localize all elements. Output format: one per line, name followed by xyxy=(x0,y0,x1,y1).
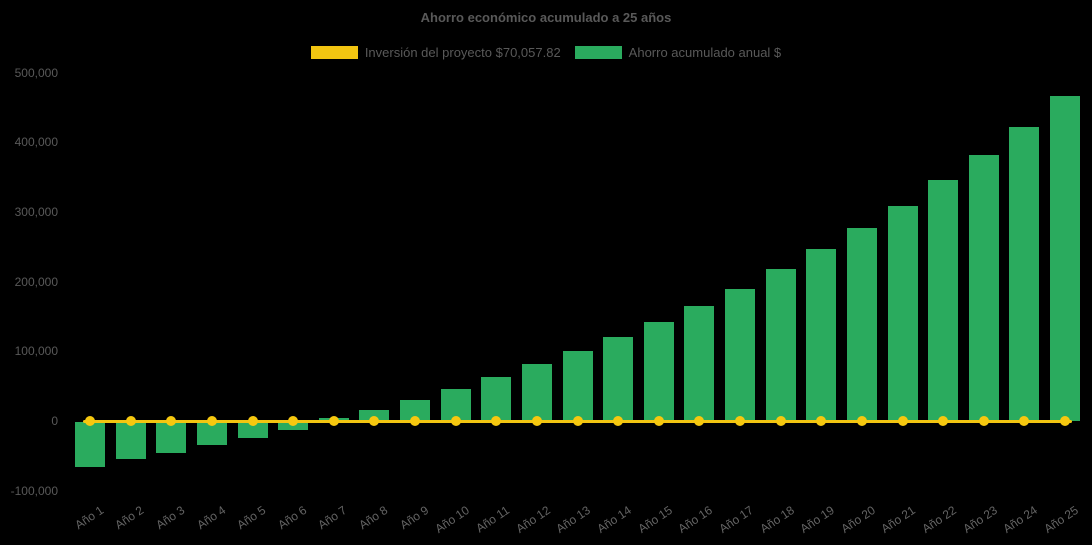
line-marker-año-6[interactable] xyxy=(288,416,299,426)
bar-año-11[interactable] xyxy=(481,377,512,421)
bar-año-19[interactable] xyxy=(806,249,837,421)
line-marker-año-18[interactable] xyxy=(775,416,786,426)
line-marker-año-19[interactable] xyxy=(816,416,827,426)
bar-año-1[interactable] xyxy=(75,422,105,467)
x-label-año-2: Año 2 xyxy=(112,503,147,533)
legend-label-inversion: Inversión del proyecto $70,057.82 xyxy=(364,45,561,60)
bar-año-4[interactable] xyxy=(196,422,227,445)
x-label-año-17: Año 17 xyxy=(716,503,756,536)
y-tick-400000: 400,000 xyxy=(14,135,58,150)
bar-año-24[interactable] xyxy=(1009,127,1040,421)
line-marker-año-17[interactable] xyxy=(735,416,745,426)
x-label-año-7: Año 7 xyxy=(315,503,350,533)
legend-swatch-green-icon xyxy=(574,46,622,59)
bar-año-22[interactable] xyxy=(928,180,959,421)
line-marker-año-22[interactable] xyxy=(938,416,949,426)
line-marker-año-12[interactable] xyxy=(531,416,542,426)
x-label-año-22: Año 22 xyxy=(919,503,959,536)
line-marker-año-3[interactable] xyxy=(166,416,177,426)
line-marker-año-23[interactable] xyxy=(978,416,989,426)
x-label-año-16: Año 16 xyxy=(675,503,716,536)
y-tick-100000: 100,000 xyxy=(14,344,58,359)
x-label-año-9: Año 9 xyxy=(397,503,431,533)
x-label-año-3: Año 3 xyxy=(153,503,188,533)
line-marker-año-8[interactable] xyxy=(369,416,380,426)
bar-año-17[interactable] xyxy=(725,288,755,421)
x-label-año-4: Año 4 xyxy=(193,503,228,533)
bar-año-23[interactable] xyxy=(968,154,999,421)
y-tick-500000: 500,000 xyxy=(14,65,58,80)
x-label-año-5: Año 5 xyxy=(234,503,269,533)
x-label-año-8: Año 8 xyxy=(356,503,391,533)
y-tick-300000: 300,000 xyxy=(14,205,58,220)
x-label-año-10: Año 10 xyxy=(432,503,472,536)
x-label-año-25: Año 25 xyxy=(1041,503,1081,536)
legend-item-inversion[interactable]: Inversión del proyecto $70,057.82 xyxy=(310,45,561,60)
line-marker-año-24[interactable] xyxy=(1019,416,1030,426)
x-label-año-14: Año 14 xyxy=(594,503,634,536)
bar-año-6[interactable] xyxy=(278,422,309,430)
x-label-año-23: Año 23 xyxy=(960,503,1000,536)
bar-año-14[interactable] xyxy=(603,337,634,421)
legend-item-ahorro[interactable]: Ahorro acumulado anual $ xyxy=(574,45,782,60)
bar-año-9[interactable] xyxy=(400,400,430,421)
chart-title: Ahorro económico acumulado a 25 años xyxy=(420,10,672,25)
line-marker-año-10[interactable] xyxy=(450,416,461,426)
line-marker-año-13[interactable] xyxy=(572,416,583,426)
x-label-año-24: Año 24 xyxy=(1000,503,1041,536)
x-label-año-11: Año 11 xyxy=(473,503,513,536)
x-label-año-15: Año 15 xyxy=(635,503,675,536)
line-marker-año-1[interactable] xyxy=(85,416,95,426)
x-label-año-19: Año 19 xyxy=(797,503,838,536)
x-label-año-12: Año 12 xyxy=(513,503,553,536)
bar-año-3[interactable] xyxy=(156,422,187,453)
bar-año-18[interactable] xyxy=(765,269,796,421)
bar-año-13[interactable] xyxy=(562,351,593,421)
line-marker-año-21[interactable] xyxy=(897,416,908,426)
bar-año-10[interactable] xyxy=(440,388,471,421)
y-tick-200000: 200,000 xyxy=(14,274,58,289)
line-marker-año-16[interactable] xyxy=(694,416,705,426)
line-marker-año-5[interactable] xyxy=(247,416,258,426)
bar-año-20[interactable] xyxy=(846,228,877,421)
x-label-año-13: Año 13 xyxy=(553,503,594,536)
line-marker-año-2[interactable] xyxy=(125,416,136,426)
bar-año-8[interactable] xyxy=(359,409,390,421)
line-marker-año-9[interactable] xyxy=(410,416,420,426)
line-marker-año-15[interactable] xyxy=(653,416,664,426)
x-label-año-6: Año 6 xyxy=(275,503,309,533)
bar-año-12[interactable] xyxy=(521,364,552,421)
line-marker-año-4[interactable] xyxy=(206,416,217,426)
line-marker-año-20[interactable] xyxy=(856,416,867,426)
legend-swatch-yellow-icon xyxy=(310,46,358,59)
legend-label-ahorro: Ahorro acumulado anual $ xyxy=(628,45,782,60)
line-marker-año-11[interactable] xyxy=(491,416,502,426)
x-label-año-1: Año 1 xyxy=(72,503,106,533)
x-label-año-18: Año 18 xyxy=(757,503,797,536)
x-label-año-20: Año 20 xyxy=(838,503,878,536)
bar-año-5[interactable] xyxy=(237,422,268,438)
line-marker-año-25[interactable] xyxy=(1060,416,1070,426)
bar-año-15[interactable] xyxy=(643,322,674,421)
line-marker-año-14[interactable] xyxy=(613,416,624,426)
bar-año-16[interactable] xyxy=(684,306,715,421)
chart-legend: Inversión del proyecto $70,057.82 Ahorro… xyxy=(0,45,1092,60)
bar-año-2[interactable] xyxy=(115,422,146,459)
x-label-año-21: Año 21 xyxy=(878,503,919,536)
bar-año-25[interactable] xyxy=(1050,96,1080,421)
y-tick--100000: -100,000 xyxy=(10,483,58,498)
line-marker-año-7[interactable] xyxy=(328,416,339,426)
bar-año-21[interactable] xyxy=(887,206,918,421)
y-tick-0: 0 xyxy=(51,414,58,428)
